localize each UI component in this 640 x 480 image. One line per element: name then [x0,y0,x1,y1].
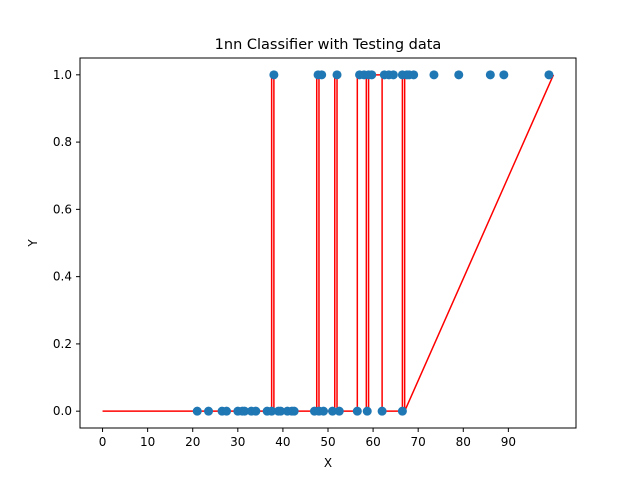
data-point [352,406,362,416]
y-tick-label: 0.2 [53,337,72,351]
data-point [388,70,398,80]
data-point [485,70,495,80]
x-tick-label: 60 [365,435,380,449]
data-point [192,406,202,416]
data-point [409,70,419,80]
x-axis-ticks: 0 10 20 30 40 50 60 70 80 90 [99,428,516,449]
y-tick-label: 0.0 [53,404,72,418]
x-tick-label: 90 [501,435,516,449]
data-point [334,406,344,416]
data-points [192,70,554,416]
data-point [289,406,299,416]
data-point [367,70,377,80]
data-point [267,406,277,416]
y-tick-label: 0.8 [53,135,72,149]
y-axis-ticks: 0.0 0.2 0.4 0.6 0.8 1.0 [53,68,80,418]
data-point [328,406,338,416]
data-point [362,406,372,416]
x-tick-label: 40 [275,435,290,449]
data-point [544,70,554,80]
y-tick-label: 1.0 [53,68,72,82]
data-point [240,406,250,416]
data-point [499,70,509,80]
data-point [454,70,464,80]
x-tick-label: 0 [99,435,107,449]
x-tick-label: 30 [230,435,245,449]
data-point [204,406,214,416]
data-point [397,406,407,416]
x-tick-label: 70 [411,435,426,449]
data-point [251,406,261,416]
x-tick-label: 10 [140,435,155,449]
data-point [318,406,328,416]
x-tick-label: 80 [456,435,471,449]
chart-title: 1nn Classifier with Testing data [215,37,442,53]
y-tick-label: 0.6 [53,202,72,216]
x-tick-label: 20 [185,435,200,449]
data-point [317,70,327,80]
data-point [332,70,342,80]
y-tick-label: 0.4 [53,270,72,284]
data-point [222,406,232,416]
x-axis-label: X [324,456,332,470]
x-tick-label: 50 [320,435,335,449]
y-axis-label: Y [26,239,40,248]
data-point [269,70,279,80]
data-point [276,406,286,416]
data-point [429,70,439,80]
data-point [377,406,387,416]
